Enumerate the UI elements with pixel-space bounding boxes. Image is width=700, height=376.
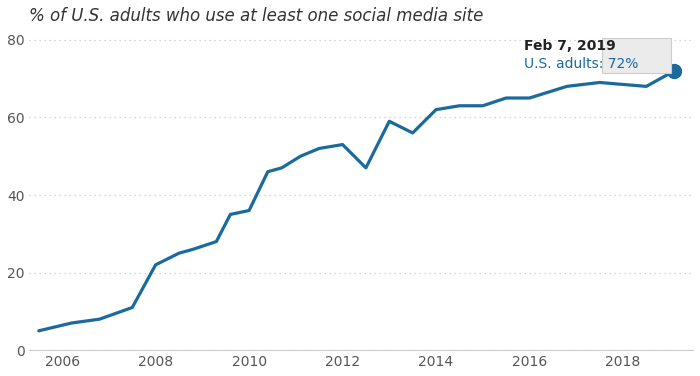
FancyBboxPatch shape: [602, 38, 671, 73]
Text: Feb 7, 2019: Feb 7, 2019: [524, 39, 616, 53]
Text: % of U.S. adults who use at least one social media site: % of U.S. adults who use at least one so…: [29, 7, 484, 25]
Text: U.S. adults: 72%: U.S. adults: 72%: [524, 57, 638, 71]
